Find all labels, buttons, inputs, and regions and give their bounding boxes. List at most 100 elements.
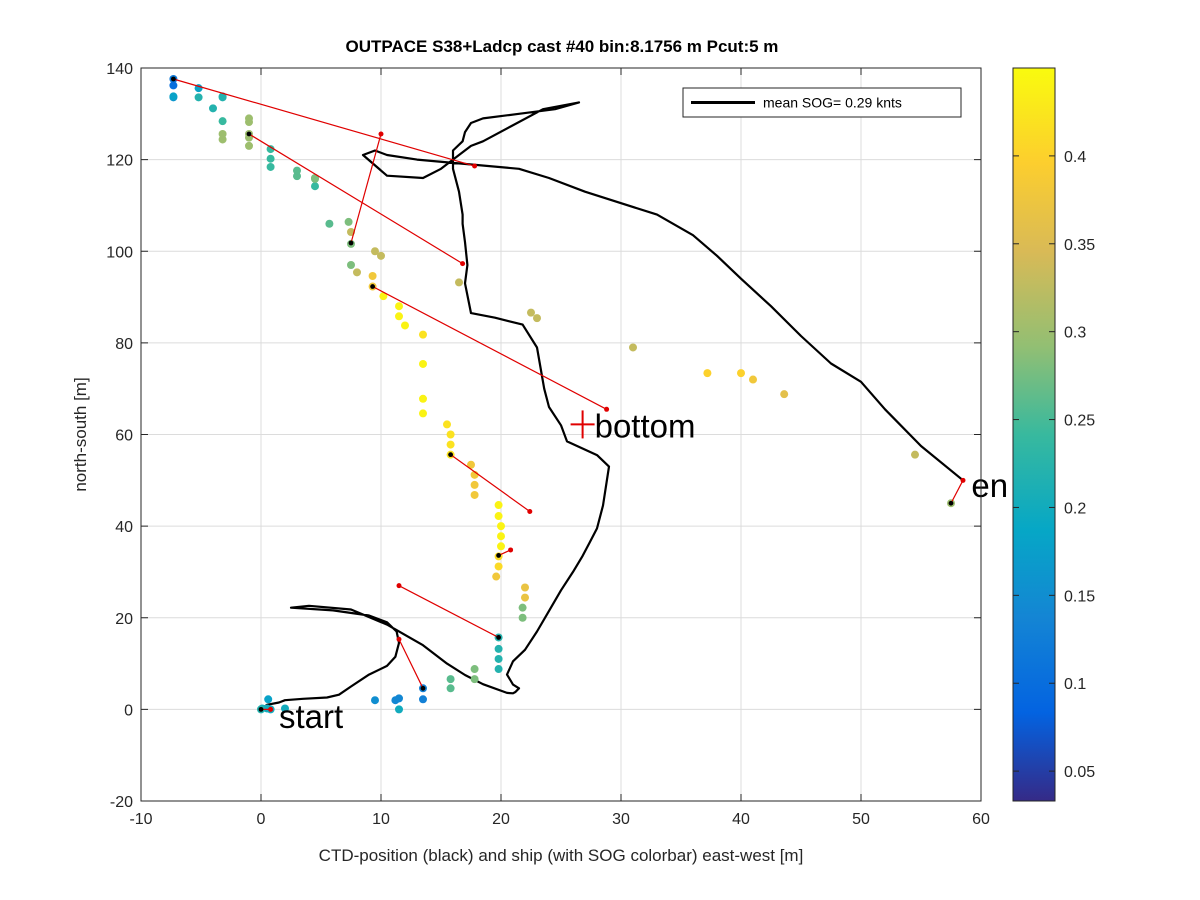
sog-marker [395,302,403,311]
colorbar-tick-label: 0.05 [1064,764,1095,781]
sog-marker [492,572,501,581]
sog-marker [347,260,355,269]
sog-marker [266,162,275,171]
y-tick-label: 60 [115,428,133,445]
sog-marker [527,308,535,317]
legend-entry: mean SOG= 0.29 knts [763,95,902,111]
sog-marker [446,675,455,684]
ctd-point [420,685,426,691]
sog-marker [703,369,712,378]
y-ticks: -20 0 20 40 60 80 100 120 140 [106,61,981,811]
ctd-point [258,706,264,712]
sog-marker [455,278,463,287]
ctd-points [171,76,954,712]
sog-marker [218,117,227,126]
sog-marker [518,613,527,622]
sog-marker [344,217,353,226]
x-tick-label: 10 [372,811,390,828]
red-segment [173,78,475,167]
colorbar-tick-label: 0.15 [1064,588,1095,605]
y-tick-label: 40 [115,519,133,536]
sog-marker [395,705,403,714]
sog-marker [497,522,505,531]
sog-marker [494,654,503,663]
annotation-en: en [971,467,1008,504]
sog-marker [446,684,455,693]
ctd-point [348,240,354,246]
colorbar-bar [1012,67,1056,802]
sog-marker [368,271,377,280]
sog-marker [266,154,275,163]
colorbar-tick-label: 0.2 [1064,500,1086,517]
red-segment [350,133,382,244]
sog-marker [353,268,361,277]
x-tick-label: 0 [257,811,266,828]
sog-marker [169,92,178,101]
ctd-point [370,284,375,289]
ctd-point [448,452,453,458]
x-tick-label: 60 [972,811,990,828]
sog-marker [169,81,178,90]
red-segment-end [604,406,610,412]
colorbar-tick-label: 0.35 [1064,237,1095,254]
sog-marker [446,430,455,439]
red-segment-end [268,706,274,712]
x-tick-label: 30 [612,811,630,828]
sog-marker [419,359,427,368]
red-segments [173,78,966,712]
annotation-start: start [279,698,343,735]
ctd-point [496,553,501,558]
red-segment-end [527,508,533,514]
sog-marker [470,490,479,499]
sog-marker [281,704,289,713]
sog-marker [419,695,427,704]
sog-marker [395,312,403,321]
sog-marker [521,593,529,602]
sog-marker [446,440,455,449]
sog-marker [494,512,503,521]
y-tick-label: 140 [106,61,133,78]
colorbar-ticks: 0.05 0.1 0.15 0.2 0.25 0.3 0.35 0.4 [1013,149,1095,781]
x-tick-label: 50 [852,811,870,828]
red-segment-end [460,261,466,267]
sog-marker [264,695,273,704]
x-tick-label: -10 [129,811,152,828]
x-ticks: -10 0 10 20 30 40 50 60 [129,68,990,828]
y-tick-label: 20 [115,611,133,628]
colorbar-tick-label: 0.25 [1064,413,1095,430]
y-axis-label: north-south [m] [71,377,90,491]
y-tick-label: 100 [106,244,133,261]
sog-marker [379,292,388,301]
sog-marker [470,665,479,674]
red-segment [450,454,531,512]
ctd-track-line [260,101,964,711]
y-tick-label: 0 [124,702,133,719]
ctd-point [171,76,176,82]
x-tick-label: 40 [732,811,750,828]
sog-marker [218,129,227,138]
sog-marker [497,542,505,551]
y-tick-label: 120 [106,153,133,170]
red-segment [398,639,424,689]
sog-marker [371,247,379,256]
sog-marker [533,314,541,323]
sog-marker [494,644,503,653]
sog-marker [377,251,385,260]
sog-marker [245,118,253,127]
annotation-bottom: bottom [595,407,696,444]
sog-marker [293,166,301,175]
sog-marker [293,172,301,181]
red-segment [950,480,964,504]
ctd-point [948,500,954,506]
colorbar: 0.05 0.1 0.15 0.2 0.25 0.3 0.35 0.4 [1012,67,1095,802]
red-segment [398,585,499,638]
chart-title: OUTPACE S38+Ladcp cast #40 bin:8.1756 m … [346,37,779,56]
sog-marker [419,409,427,418]
colorbar-tick-label: 0.1 [1064,676,1086,693]
sog-marker [737,369,745,378]
sog-marker [911,450,919,459]
red-segment-end [396,636,402,642]
sog-marker [419,394,427,403]
y-tick-label: 80 [115,336,133,353]
